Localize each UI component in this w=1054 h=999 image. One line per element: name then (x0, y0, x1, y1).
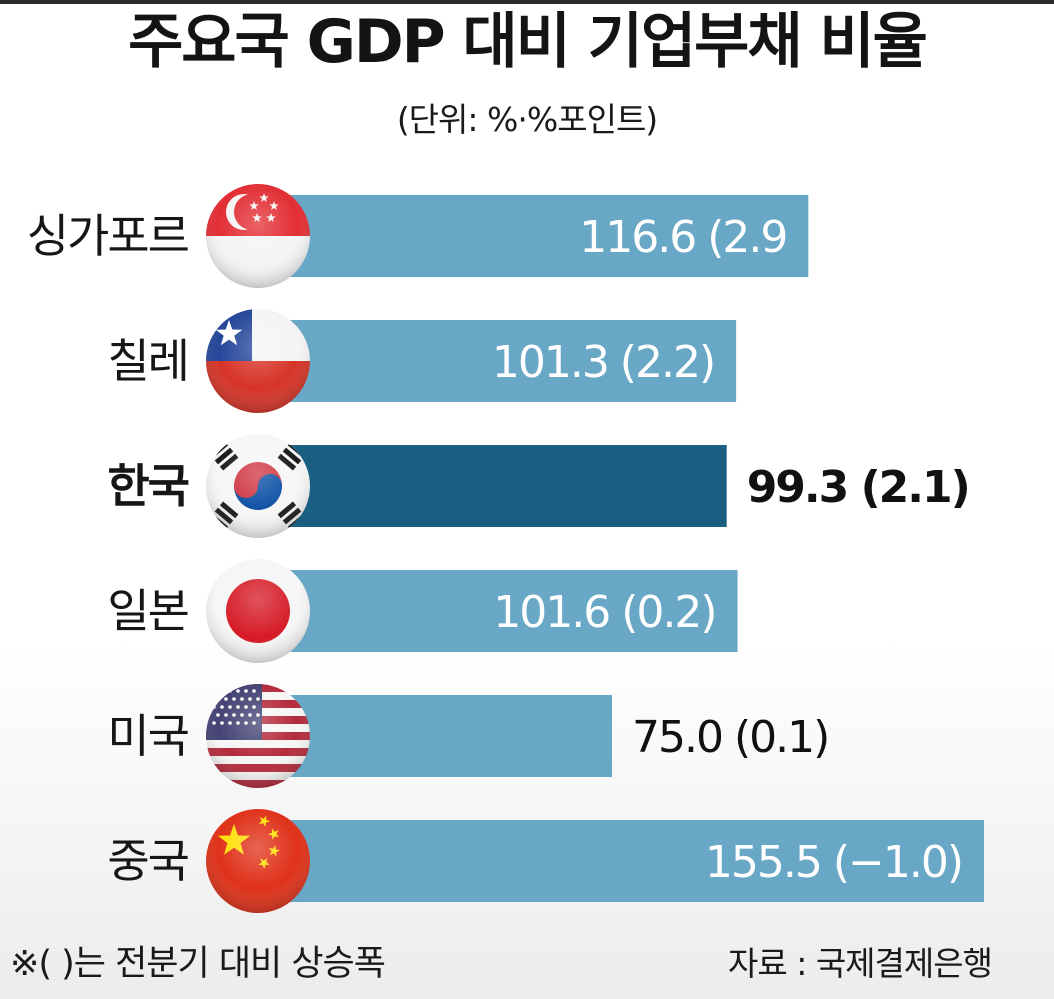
category-label: 중국 (107, 834, 188, 888)
korea-flag (206, 434, 310, 538)
top-border (0, 0, 1054, 4)
usa-flag (206, 684, 310, 788)
value-label: 116.6 (2.9 (579, 212, 786, 263)
category-label: 미국 (107, 709, 188, 763)
bar-1 (258, 320, 737, 402)
footnote: ※( )는 전분기 대비 상승폭 (10, 944, 386, 984)
japan-flag (206, 559, 310, 663)
bar-5 (258, 820, 984, 902)
category-label: 싱가포르 (27, 209, 189, 263)
category-label: 한국 (107, 459, 188, 513)
category-label: 칠레 (107, 334, 188, 388)
value-label: 99.3 (2.1) (747, 462, 969, 513)
bar-0 (258, 195, 809, 277)
value-label: 101.3 (2.2) (492, 337, 714, 388)
bar-4 (258, 695, 612, 777)
source-credit: 자료 : 국제결제은행 (728, 944, 993, 983)
category-label: 일본 (107, 584, 188, 638)
value-label: 101.6 (0.2) (493, 587, 715, 638)
chart-subtitle: (단위: %·%포인트) (396, 100, 658, 139)
chile-flag (206, 309, 310, 413)
value-label: 155.5 (−1.0) (705, 837, 962, 888)
value-label: 75.0 (0.1) (632, 712, 828, 763)
bar-3 (258, 570, 738, 652)
bar-2 (258, 445, 727, 527)
china-flag (206, 809, 310, 913)
chart-title: 주요국 GDP 대비 기업부채 비율 (128, 7, 928, 77)
singapore-flag (206, 184, 310, 288)
